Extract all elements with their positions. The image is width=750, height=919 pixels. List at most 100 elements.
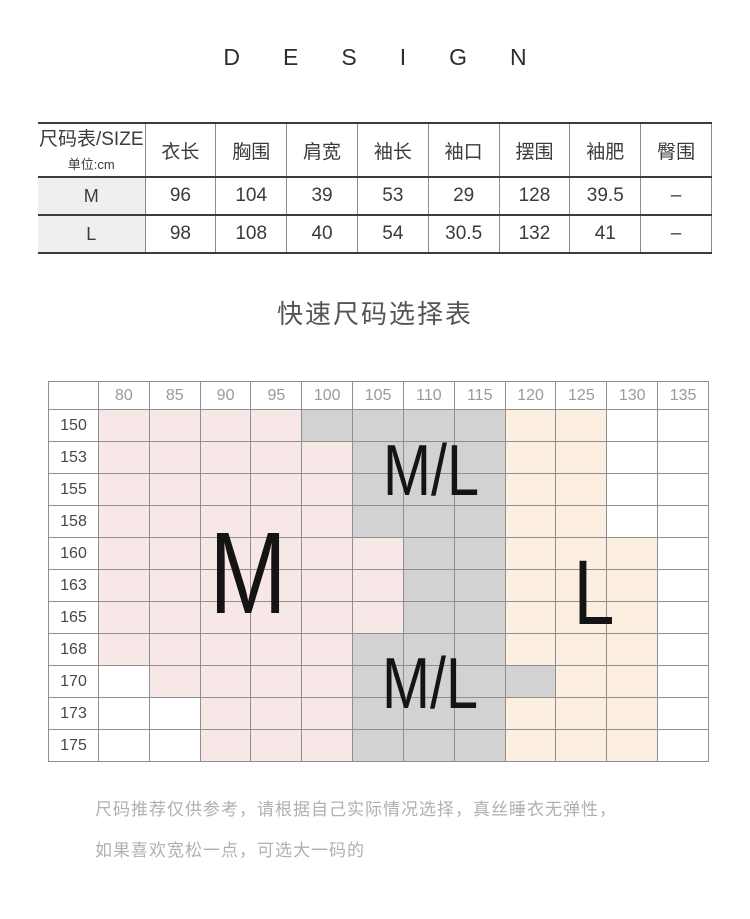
size-cell: – [640, 176, 712, 216]
grid-cell [657, 441, 709, 474]
grid-cell [148, 505, 201, 538]
grid-cell [148, 633, 201, 666]
grid-cell [148, 473, 201, 506]
size-col-header: 衣长 [144, 122, 217, 178]
grid-cell [606, 697, 659, 730]
grid-cell [504, 601, 557, 634]
grid-cell [352, 697, 404, 730]
size-cell: 53 [356, 176, 429, 216]
grid-cell [606, 505, 659, 538]
grid-cell [98, 601, 150, 634]
grid-cell [606, 729, 659, 762]
grid-cell [250, 729, 303, 762]
grid-col-header: 120 [504, 381, 557, 410]
grid-cell [199, 665, 252, 698]
grid-cell [606, 665, 659, 698]
grid-cell [199, 569, 252, 602]
grid-cell [250, 441, 303, 474]
grid-row-label: 158 [48, 505, 99, 538]
grid-cell [402, 537, 455, 570]
size-overlay-m-l: M/L [381, 644, 479, 724]
grid-row: 160 [48, 537, 709, 570]
grid-cell [199, 697, 252, 730]
grid-row: 155 [48, 473, 709, 506]
grid-cell [504, 409, 557, 442]
size-cell: 41 [569, 214, 642, 254]
grid-cell [199, 633, 252, 666]
grid-cell [504, 729, 557, 762]
grid-cell [657, 569, 709, 602]
size-cell: 108 [215, 214, 288, 254]
grid-cell [555, 697, 608, 730]
grid-col-header: 85 [148, 381, 201, 410]
size-cell: – [640, 214, 712, 254]
grid-row-label: 165 [48, 601, 99, 634]
size-table: 尺码表/SIZE 单位:cm 衣长 胸围 肩宽 袖长 袖口 摆围 袖肥 臀围 M 96 104 39 53 2… [38, 122, 712, 254]
grid-cell [555, 473, 608, 506]
grid-cell [301, 601, 354, 634]
grid-col-header: 110 [402, 381, 455, 410]
grid-cell [555, 409, 608, 442]
design-title: DESIGN [223, 44, 570, 70]
grid-cell [555, 505, 608, 538]
grid-cell [402, 569, 455, 602]
size-overlay-l: L [573, 542, 615, 644]
grid-cell [250, 505, 303, 538]
grid-col-header: 130 [606, 381, 659, 410]
quick-size-grid: 80 85 90 95 100 105 110 115 120 125 130 135 150 153 15… [48, 381, 709, 762]
grid-cell [504, 505, 557, 538]
grid-cell [301, 441, 354, 474]
grid-cell [657, 665, 709, 698]
grid-cell [657, 697, 709, 730]
grid-cell [301, 409, 354, 442]
size-cell: 39 [286, 176, 358, 216]
grid-row-label: 170 [48, 665, 99, 698]
size-cell: 98 [144, 214, 217, 254]
grid-row-label: 155 [48, 473, 99, 506]
size-overlay-m: M [209, 508, 287, 638]
grid-col-header: 125 [555, 381, 608, 410]
grid-cell [301, 729, 354, 762]
grid-cell [555, 633, 608, 666]
grid-cell [504, 441, 557, 474]
grid-cell [199, 473, 252, 506]
grid-col-header: 95 [250, 381, 303, 410]
grid-cell [504, 633, 557, 666]
grid-cell [199, 729, 252, 762]
grid-cell [301, 633, 354, 666]
grid-cell [98, 665, 150, 698]
size-col-header: 袖长 [356, 122, 429, 178]
grid-cell [98, 473, 150, 506]
grid-cell [453, 409, 506, 442]
size-cell: 104 [215, 176, 288, 216]
grid-cell [250, 633, 303, 666]
grid-cell [606, 441, 659, 474]
size-col-header: 肩宽 [286, 122, 358, 178]
grid-cell [98, 537, 150, 570]
grid-row-label: 150 [48, 409, 99, 442]
grid-cell [352, 441, 404, 474]
grid-cell [606, 569, 659, 602]
grid-row: 153 [48, 441, 709, 474]
grid-cell [250, 697, 303, 730]
grid-cell [301, 505, 354, 538]
quick-size-chart-title: 快速尺码选择表 [276, 299, 473, 329]
size-cell: 96 [144, 176, 217, 216]
grid-row: 163 [48, 569, 709, 602]
grid-cell [148, 665, 201, 698]
grid-cell [555, 441, 608, 474]
grid-cell [301, 537, 354, 570]
grid-cell [504, 537, 557, 570]
grid-cell [453, 697, 506, 730]
grid-cell [352, 633, 404, 666]
grid-cell [402, 409, 455, 442]
grid-cell [402, 505, 455, 538]
grid-col-header: 135 [657, 381, 709, 410]
grid-cell [250, 473, 303, 506]
grid-col-header: 100 [301, 381, 354, 410]
size-row-label: L [38, 214, 146, 254]
grid-cell [301, 697, 354, 730]
size-col-header: 摆围 [498, 122, 571, 178]
size-col-header: 袖口 [427, 122, 500, 178]
